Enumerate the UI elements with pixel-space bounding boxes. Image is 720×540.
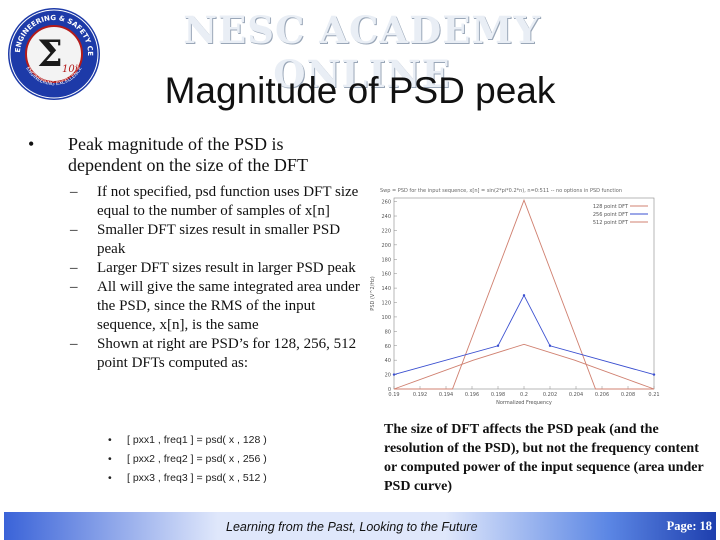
sub-bullet-text: Shown at right are PSD’s for 128, 256, 5… xyxy=(97,336,357,371)
y-tick-label: 220 xyxy=(381,228,391,234)
y-tick-label: 240 xyxy=(381,214,391,220)
code-text: [ pxx3 , freq3 ] = psd( x , 512 ) xyxy=(127,472,267,484)
x-tick-label: 0.208 xyxy=(621,392,635,398)
sub-bullet-text: If not specified, psd function uses DFT … xyxy=(97,184,359,219)
y-tick-label: 100 xyxy=(381,315,391,321)
legend-label: 256 point DFT xyxy=(593,212,629,218)
x-tick-label: 0.2 xyxy=(520,392,528,398)
academy-banner: NESC ACADEMY ONLINE xyxy=(183,8,541,96)
y-axis-label: PSD (V^2/Hz) xyxy=(370,276,376,310)
y-tick-label: 20 xyxy=(385,373,391,379)
sub-bullet: – Smaller DFT sizes result in smaller PSD… xyxy=(70,222,341,257)
sub-bullet-text: Smaller DFT sizes result in smaller PSD … xyxy=(97,222,341,257)
y-tick-label: 200 xyxy=(381,243,391,249)
y-tick-label: 0 xyxy=(388,387,391,393)
code-text: [ pxx2 , freq2 ] = psd( x , 256 ) xyxy=(127,453,267,465)
code-text: [ pxx1 , freq1 ] = psd( x , 128 ) xyxy=(127,434,267,446)
y-tick-label: 260 xyxy=(381,200,391,206)
code-line: •[ pxx2 , freq2 ] = psd( x , 256 ) xyxy=(108,453,267,465)
x-tick-label: 0.192 xyxy=(413,392,427,398)
x-tick-label: 0.202 xyxy=(543,392,557,398)
y-tick-label: 180 xyxy=(381,257,391,263)
plot-caption: The size of DFT affects the PSD peak (an… xyxy=(384,422,704,494)
footer-tagline: Learning from the Past, Looking to the F… xyxy=(226,520,478,534)
logo-sigma: Σ xyxy=(37,33,62,75)
main-bullet-line-2: dependent on the size of the DFT xyxy=(68,155,308,175)
series-point xyxy=(496,344,500,347)
series-point xyxy=(522,294,526,297)
page-number-value: 18 xyxy=(699,519,713,533)
y-tick-label: 120 xyxy=(381,301,391,307)
x-tick-label: 0.196 xyxy=(465,392,479,398)
series-point xyxy=(652,373,656,376)
sub-bullet-list: – If not specified, psd function uses DFT… xyxy=(70,183,360,373)
page-number: Page: 18 xyxy=(667,519,712,534)
y-tick-label: 160 xyxy=(381,272,391,278)
x-tick-label: 0.21 xyxy=(648,392,659,398)
legend-label: 512 point DFT xyxy=(593,220,629,226)
sub-bullet-text: All will give the same integrated area u… xyxy=(97,279,360,333)
series-point xyxy=(548,344,552,347)
series-point xyxy=(392,373,396,376)
x-tick-label: 0.194 xyxy=(439,392,453,398)
main-bullet: • Peak magnitude of the PSD is dependent… xyxy=(26,134,356,176)
sub-bullet: – Larger DFT sizes result in larger PSD p… xyxy=(70,260,356,276)
sub-bullet: – Shown at right are PSD’s for 128, 256, … xyxy=(70,336,357,371)
series-line-3 xyxy=(393,343,655,390)
slide-title: Magnitude of PSD peak xyxy=(164,70,556,111)
sub-bullet-text: Larger DFT sizes result in larger PSD pe… xyxy=(97,260,356,276)
x-tick-label: 0.206 xyxy=(595,392,609,398)
psd-plot: Swp = PSD for the input sequence, x[n] =… xyxy=(370,188,660,406)
sub-bullet: – All will give the same integrated area … xyxy=(70,279,360,333)
footer-bar xyxy=(4,512,716,540)
sub-bullet: – If not specified, psd function uses DFT… xyxy=(70,184,359,219)
legend-label: 128 point DFT xyxy=(593,204,629,210)
y-tick-label: 60 xyxy=(385,344,391,350)
main-bullet-line-1: Peak magnitude of the PSD is xyxy=(68,134,284,154)
x-tick-label: 0.19 xyxy=(388,392,399,398)
nesc-logo: NASA ENGINEERING & SAFETY CENTER ENGINEE… xyxy=(6,6,100,100)
series-line-1 xyxy=(394,198,654,390)
footer: Learning from the Past, Looking to the F… xyxy=(0,512,720,540)
code-line: •[ pxx1 , freq1 ] = psd( x , 128 ) xyxy=(108,434,267,446)
x-tick-label: 0.198 xyxy=(491,392,505,398)
series-line-2 xyxy=(393,294,655,376)
x-axis-label: Normalized Frequency xyxy=(496,400,552,406)
chart-title: Swp = PSD for the input sequence, x[n] =… xyxy=(380,188,622,194)
code-line: •[ pxx3 , freq3 ] = psd( x , 512 ) xyxy=(108,472,267,484)
y-tick-label: 40 xyxy=(385,358,391,364)
x-tick-label: 0.204 xyxy=(569,392,583,398)
plot-frame xyxy=(393,197,655,390)
logo-symbol-sub: 10i xyxy=(62,64,78,75)
y-tick-label: 140 xyxy=(381,286,391,292)
code-list: •[ pxx1 , freq1 ] = psd( x , 128 ) •[ px… xyxy=(108,431,358,488)
bullet-dot: • xyxy=(28,134,35,154)
page-label: Page: xyxy=(666,519,697,533)
y-tick-label: 80 xyxy=(385,329,391,335)
